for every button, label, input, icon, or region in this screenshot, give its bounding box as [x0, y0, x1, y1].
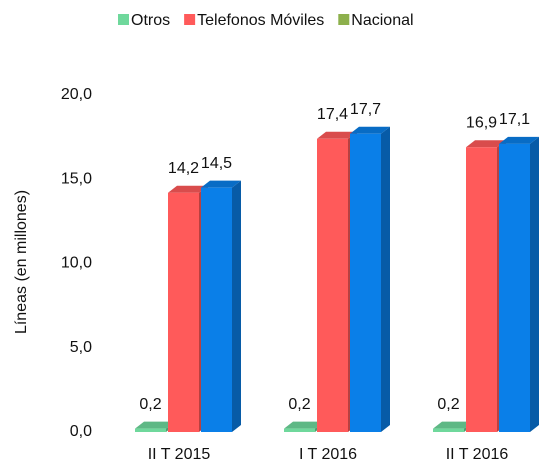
- bar-front: [168, 192, 199, 432]
- x-tick-label: II T 2016: [446, 446, 509, 463]
- x-tick-label: II T 2015: [148, 446, 211, 463]
- bar-top: [466, 140, 506, 148]
- bar-top: [317, 131, 357, 139]
- bar-front: [201, 187, 232, 432]
- bar: [201, 180, 241, 432]
- legend-label: Telefonos Móviles: [197, 12, 324, 29]
- y-axis-title: Líneas (en millones): [13, 190, 30, 334]
- bar-top: [168, 185, 208, 193]
- bar-top: [284, 421, 324, 429]
- bar: [499, 136, 539, 433]
- y-tick-label: 0,0: [70, 423, 92, 440]
- y-tick-label: 5,0: [70, 339, 92, 356]
- legend-label: Nacional: [351, 12, 413, 29]
- y-tick-label: 10,0: [61, 255, 92, 272]
- value-label: 0,2: [437, 396, 459, 413]
- bar-side: [530, 136, 539, 433]
- value-label: 17,7: [350, 101, 381, 118]
- bar-top: [350, 126, 390, 134]
- bar-front: [317, 138, 348, 432]
- bar-front: [135, 428, 166, 432]
- bar-front: [433, 428, 464, 432]
- value-label: 17,4: [317, 106, 348, 123]
- legend-swatch: [118, 14, 129, 25]
- legend-swatch: [338, 14, 350, 25]
- legend-label: Otros: [131, 12, 170, 29]
- value-label: 17,1: [499, 111, 530, 128]
- value-label: 0,2: [139, 396, 161, 413]
- bar: [350, 126, 390, 432]
- bar-front: [350, 133, 381, 432]
- bar-top: [201, 180, 241, 188]
- bar-front: [284, 428, 315, 432]
- y-tick-label: 15,0: [61, 170, 92, 187]
- bar-side: [381, 126, 390, 432]
- bar-top: [433, 421, 473, 429]
- x-tick-label: I T 2016: [299, 446, 357, 463]
- value-label: 0,2: [288, 396, 310, 413]
- bar-front: [466, 147, 497, 433]
- legend-swatch: [184, 14, 196, 25]
- bar-front: [499, 143, 530, 433]
- bar-top: [135, 421, 175, 429]
- value-label: 14,2: [168, 160, 199, 177]
- y-tick-label: 20,0: [61, 86, 92, 103]
- bar-side: [232, 180, 241, 432]
- bar-top: [499, 136, 539, 144]
- value-label: 14,5: [201, 155, 232, 172]
- value-label: 16,9: [466, 114, 497, 131]
